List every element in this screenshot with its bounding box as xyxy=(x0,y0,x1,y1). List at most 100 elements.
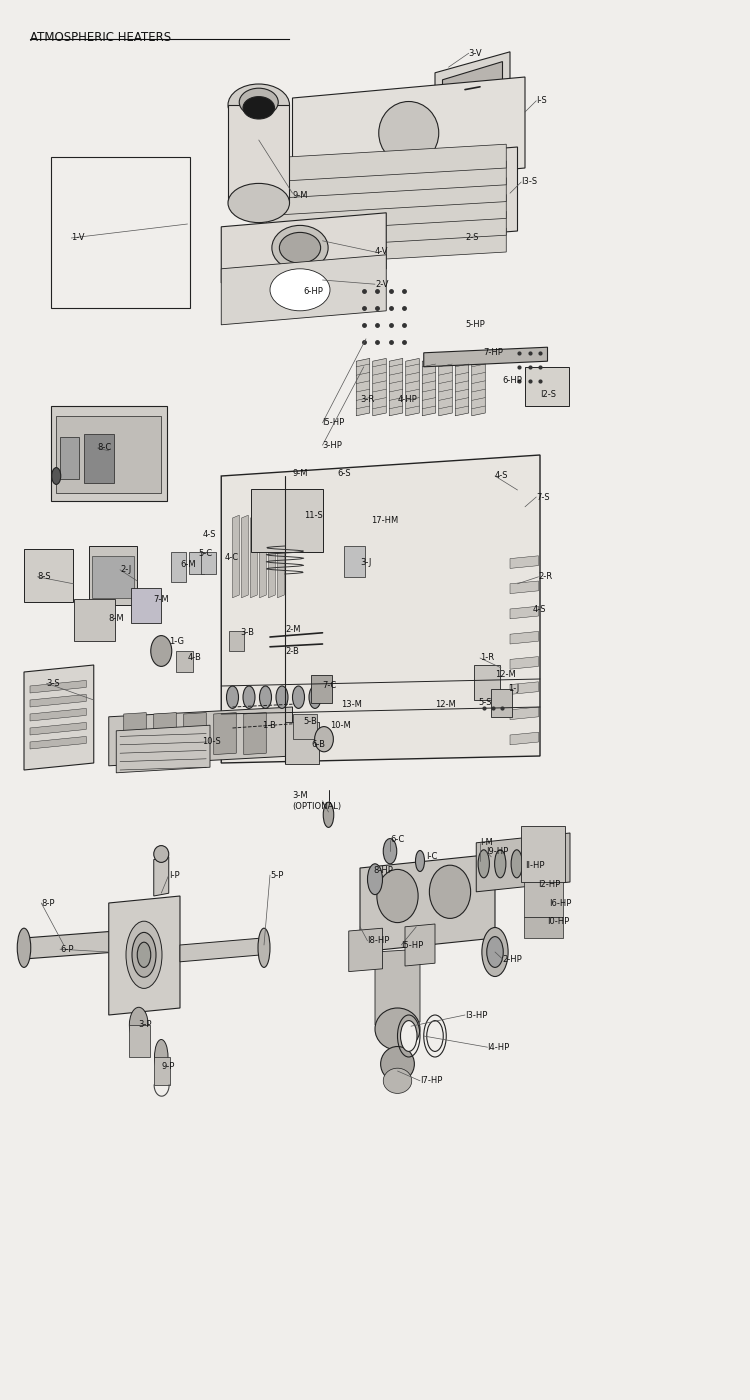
Polygon shape xyxy=(422,358,436,416)
Ellipse shape xyxy=(379,102,439,165)
Text: 4-C: 4-C xyxy=(225,553,239,561)
Bar xyxy=(344,546,364,577)
Ellipse shape xyxy=(315,727,333,752)
Text: I5-HP: I5-HP xyxy=(401,941,424,949)
Polygon shape xyxy=(124,713,146,755)
Ellipse shape xyxy=(292,686,304,708)
Text: ATMOSPHERIC HEATERS: ATMOSPHERIC HEATERS xyxy=(30,31,171,43)
Text: 1-J: 1-J xyxy=(509,685,520,693)
Polygon shape xyxy=(24,665,94,770)
Ellipse shape xyxy=(279,232,321,263)
Text: 1-R: 1-R xyxy=(480,654,494,662)
Polygon shape xyxy=(510,631,538,644)
Polygon shape xyxy=(109,896,180,1015)
Ellipse shape xyxy=(52,468,61,484)
Text: 6-HP: 6-HP xyxy=(304,287,324,295)
Text: 4-V: 4-V xyxy=(375,248,388,256)
Polygon shape xyxy=(251,515,257,598)
Text: 5-B: 5-B xyxy=(304,717,318,725)
Ellipse shape xyxy=(17,928,31,967)
Ellipse shape xyxy=(260,686,272,708)
Polygon shape xyxy=(30,680,86,693)
Polygon shape xyxy=(242,515,248,598)
Bar xyxy=(176,651,193,672)
Ellipse shape xyxy=(482,927,508,977)
Text: I6-HP: I6-HP xyxy=(549,899,572,907)
Ellipse shape xyxy=(276,686,288,708)
Ellipse shape xyxy=(368,864,382,895)
Text: 8-HP: 8-HP xyxy=(374,867,393,875)
Polygon shape xyxy=(455,358,469,416)
Polygon shape xyxy=(244,713,266,755)
Polygon shape xyxy=(129,1025,150,1057)
Text: 2-S: 2-S xyxy=(465,234,478,242)
Ellipse shape xyxy=(258,928,270,967)
Text: 4-S: 4-S xyxy=(202,531,216,539)
Ellipse shape xyxy=(154,1039,168,1075)
Polygon shape xyxy=(424,347,548,367)
Text: 4-B: 4-B xyxy=(188,654,201,662)
Polygon shape xyxy=(510,556,538,568)
Polygon shape xyxy=(221,455,540,763)
Polygon shape xyxy=(221,255,386,325)
Polygon shape xyxy=(278,515,284,598)
Ellipse shape xyxy=(228,84,290,126)
Polygon shape xyxy=(510,606,538,619)
Text: I9-HP: I9-HP xyxy=(486,847,508,855)
Polygon shape xyxy=(405,924,435,966)
Bar xyxy=(474,665,500,700)
Text: 4-HP: 4-HP xyxy=(398,395,417,403)
Text: 3-B: 3-B xyxy=(240,629,254,637)
Text: 1-V: 1-V xyxy=(71,234,85,242)
Polygon shape xyxy=(389,358,403,416)
Polygon shape xyxy=(360,854,495,952)
Ellipse shape xyxy=(137,942,151,967)
Polygon shape xyxy=(184,713,206,755)
Bar xyxy=(60,437,79,479)
Bar xyxy=(51,157,190,308)
Polygon shape xyxy=(510,707,538,720)
Ellipse shape xyxy=(544,850,555,878)
Text: I-S: I-S xyxy=(536,97,547,105)
Polygon shape xyxy=(154,713,176,755)
Bar xyxy=(84,434,114,483)
Text: 4-S: 4-S xyxy=(495,472,508,480)
Text: 8-P: 8-P xyxy=(41,899,55,907)
Ellipse shape xyxy=(132,932,156,977)
Text: 13-M: 13-M xyxy=(341,700,362,708)
Ellipse shape xyxy=(228,183,290,223)
Bar xyxy=(251,489,322,552)
Text: II-HP: II-HP xyxy=(525,861,544,869)
Text: 9-P: 9-P xyxy=(161,1063,175,1071)
Ellipse shape xyxy=(126,921,162,988)
Bar xyxy=(74,599,115,641)
Text: 5-HP: 5-HP xyxy=(465,321,484,329)
Polygon shape xyxy=(266,211,506,249)
Polygon shape xyxy=(154,1057,170,1085)
Text: 9-M: 9-M xyxy=(292,469,308,477)
Polygon shape xyxy=(510,657,538,669)
Text: 7-S: 7-S xyxy=(536,493,550,501)
Text: I-P: I-P xyxy=(169,871,179,879)
Text: 7-HP: 7-HP xyxy=(484,349,504,357)
Ellipse shape xyxy=(243,686,255,708)
Polygon shape xyxy=(266,178,506,216)
Polygon shape xyxy=(510,581,538,594)
Text: 3-HP: 3-HP xyxy=(322,441,342,449)
Bar xyxy=(229,631,244,651)
Polygon shape xyxy=(439,358,452,416)
Ellipse shape xyxy=(383,839,397,864)
Bar xyxy=(525,367,568,406)
Polygon shape xyxy=(30,736,86,749)
Ellipse shape xyxy=(429,865,471,918)
Text: 8-M: 8-M xyxy=(109,615,124,623)
Polygon shape xyxy=(510,682,538,694)
Text: 7-C: 7-C xyxy=(322,682,337,690)
Text: 3-R: 3-R xyxy=(360,395,374,403)
Text: 5-P: 5-P xyxy=(270,871,284,879)
Bar xyxy=(201,552,216,574)
Bar xyxy=(524,917,562,938)
Text: 10-S: 10-S xyxy=(202,738,221,746)
Polygon shape xyxy=(373,358,386,416)
Polygon shape xyxy=(435,52,510,150)
